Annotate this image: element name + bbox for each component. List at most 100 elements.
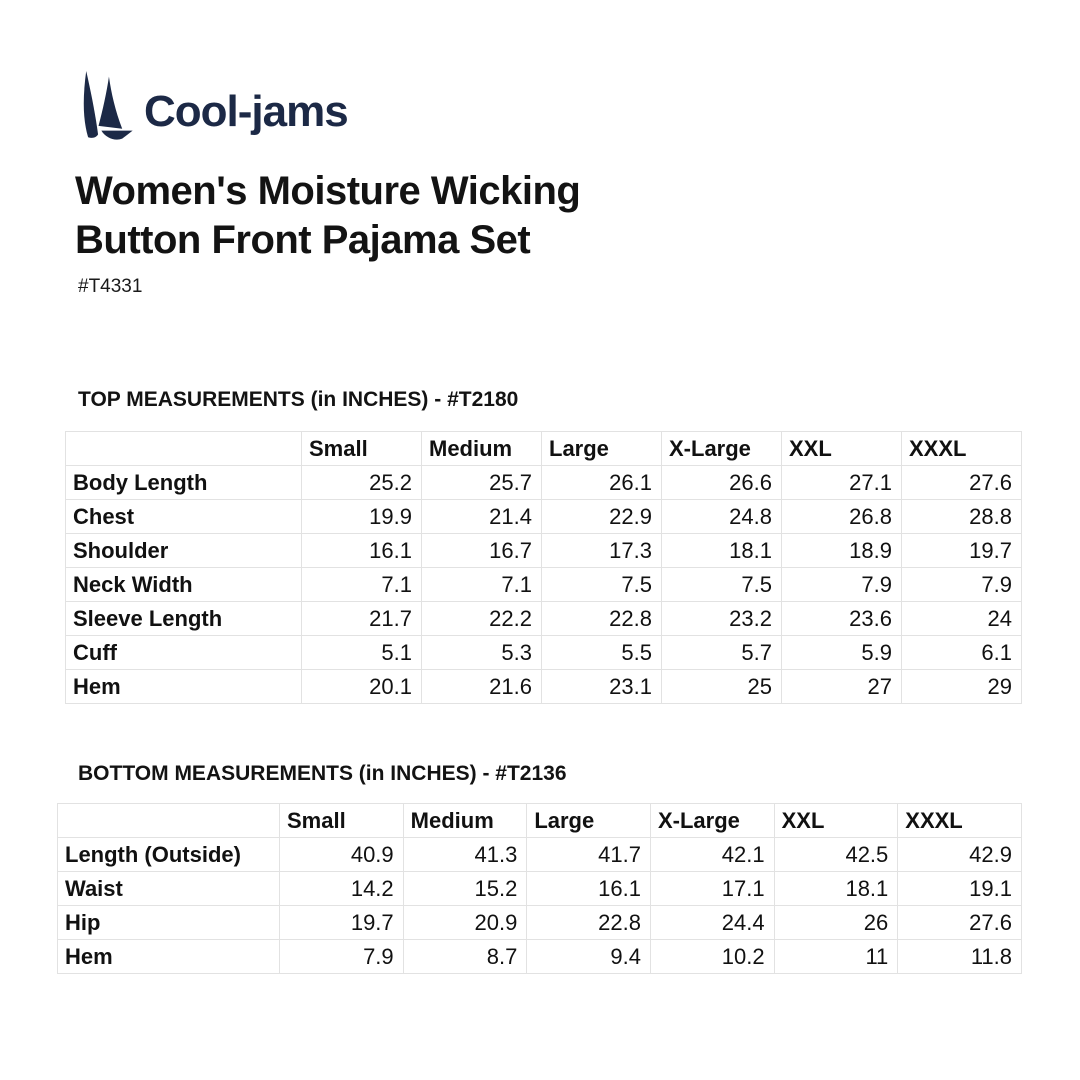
measurement-value: 42.5 (773, 837, 899, 872)
size-column-header (65, 431, 302, 466)
measurement-label: Chest (65, 499, 302, 534)
bottom-measurements-heading: BOTTOM MEASUREMENTS (in INCHES) - #T2136 (78, 762, 567, 785)
measurement-value: 7.9 (901, 567, 1022, 602)
measurement-value: 18.9 (781, 533, 902, 568)
measurement-value: 14.2 (279, 871, 404, 906)
header-row: Small Medium Large X-Large XXL XXXL (65, 431, 1022, 466)
measurement-value: 26 (773, 905, 899, 940)
measurement-value: 25.7 (421, 465, 542, 500)
measurement-value: 18.1 (661, 533, 782, 568)
measurement-value: 21.6 (421, 669, 542, 704)
measurement-value: 24.4 (649, 905, 775, 940)
measurement-value: 22.8 (541, 601, 662, 636)
measurement-value: 25 (661, 669, 782, 704)
size-column-header: XXL (773, 803, 899, 838)
measurement-value: 18.1 (773, 871, 899, 906)
size-column-header (57, 803, 280, 838)
measurement-value: 22.8 (526, 905, 651, 940)
measurement-value: 21.7 (301, 601, 422, 636)
measurement-value: 7.1 (421, 567, 542, 602)
measurement-value: 11.8 (897, 939, 1022, 974)
measurement-value: 19.7 (901, 533, 1022, 568)
size-column-header: Large (526, 803, 651, 838)
measurement-label: Length (Outside) (57, 837, 280, 872)
measurement-value: 6.1 (901, 635, 1022, 670)
measurement-value: 11 (773, 939, 899, 974)
size-column-header: Medium (402, 803, 528, 838)
measurement-value: 24.8 (661, 499, 782, 534)
measurement-value: 27 (781, 669, 902, 704)
measurement-value: 23.2 (661, 601, 782, 636)
measurement-value: 7.9 (279, 939, 404, 974)
measurement-value: 5.7 (661, 635, 782, 670)
brand-logo: Cool-jams (78, 70, 349, 142)
measurement-value: 27.6 (897, 905, 1022, 940)
measurement-label: Body Length (65, 465, 302, 500)
measurement-value: 26.1 (541, 465, 662, 500)
measurement-value: 16.1 (526, 871, 651, 906)
brand-name: Cool-jams (144, 87, 349, 136)
measurement-value: 17.1 (649, 871, 775, 906)
sailboat-icon (78, 70, 138, 142)
measurement-label: Sleeve Length (65, 601, 302, 636)
measurement-label: Hem (65, 669, 302, 704)
table-row: Length (Outside) 40.9 41.3 41.7 42.1 42.5 42.9 (57, 837, 1022, 872)
measurement-value: 22.2 (421, 601, 542, 636)
measurement-value: 16.1 (301, 533, 422, 568)
measurement-value: 5.1 (301, 635, 422, 670)
measurement-label: Hip (57, 905, 280, 940)
size-column-header: XXXL (897, 803, 1022, 838)
table-row: Chest 19.9 21.4 22.9 24.8 26.8 28.8 (65, 499, 1022, 534)
measurement-value: 42.1 (649, 837, 775, 872)
measurement-value: 22.9 (541, 499, 662, 534)
measurement-label: Hem (57, 939, 280, 974)
measurement-value: 40.9 (279, 837, 404, 872)
table-row: Waist 14.2 15.2 16.1 17.1 18.1 19.1 (57, 871, 1022, 906)
measurement-value: 10.2 (649, 939, 775, 974)
measurement-value: 5.9 (781, 635, 902, 670)
measurement-value: 9.4 (526, 939, 651, 974)
page-title: Women's Moisture Wicking Button Front Pa… (75, 167, 581, 265)
size-column-header: XXL (781, 431, 902, 466)
size-column-header: X-Large (649, 803, 775, 838)
measurement-value: 19.7 (279, 905, 404, 940)
measurement-value: 20.1 (301, 669, 422, 704)
measurement-value: 27.6 (901, 465, 1022, 500)
table-row: Hip 19.7 20.9 22.8 24.4 26 27.6 (57, 905, 1022, 940)
size-column-header: Large (541, 431, 662, 466)
table-row: Hem 20.1 21.6 23.1 25 27 29 (65, 669, 1022, 704)
top-measurements-table: Small Medium Large X-Large XXL XXXL Body Lengt… (65, 431, 1022, 704)
measurement-value: 7.1 (301, 567, 422, 602)
size-column-header: Small (301, 431, 422, 466)
measurement-value: 41.7 (526, 837, 651, 872)
page-title-line-2: Button Front Pajama Set (75, 218, 531, 262)
measurement-label: Waist (57, 871, 280, 906)
measurement-value: 16.7 (421, 533, 542, 568)
measurement-value: 26.8 (781, 499, 902, 534)
bottom-measurements-table: Small Medium Large X-Large XXL XXXL Length (Ou… (57, 803, 1022, 974)
measurement-value: 7.5 (661, 567, 782, 602)
table-row: Shoulder 16.1 16.7 17.3 18.1 18.9 19.7 (65, 533, 1022, 568)
table-row: Sleeve Length 21.7 22.2 22.8 23.2 23.6 24 (65, 601, 1022, 636)
measurement-value: 24 (901, 601, 1022, 636)
measurement-value: 26.6 (661, 465, 782, 500)
measurement-value: 5.3 (421, 635, 542, 670)
measurement-value: 23.6 (781, 601, 902, 636)
measurement-value: 25.2 (301, 465, 422, 500)
measurement-value: 23.1 (541, 669, 662, 704)
measurement-value: 17.3 (541, 533, 662, 568)
measurement-value: 5.5 (541, 635, 662, 670)
measurement-label: Shoulder (65, 533, 302, 568)
measurement-value: 42.9 (897, 837, 1022, 872)
measurement-label: Cuff (65, 635, 302, 670)
table-row: Cuff 5.1 5.3 5.5 5.7 5.9 6.1 (65, 635, 1022, 670)
measurement-label: Neck Width (65, 567, 302, 602)
size-column-header: XXXL (901, 431, 1022, 466)
table-row: Hem 7.9 8.7 9.4 10.2 11 11.8 (57, 939, 1022, 974)
size-column-header: Medium (421, 431, 542, 466)
page-title-line-1: Women's Moisture Wicking (75, 169, 581, 213)
top-measurements-heading: TOP MEASUREMENTS (in INCHES) - #T2180 (78, 388, 519, 411)
measurement-value: 7.5 (541, 567, 662, 602)
product-code: #T4331 (78, 276, 143, 297)
